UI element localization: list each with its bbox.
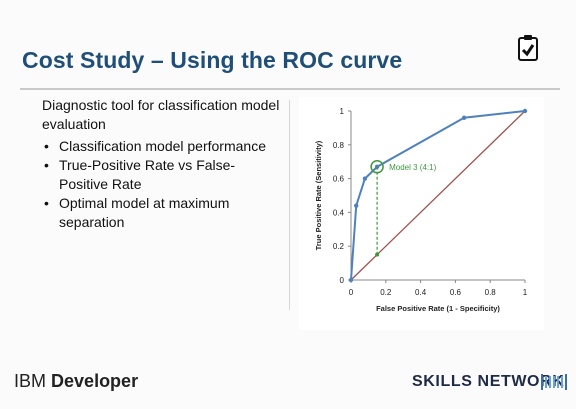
roc-point <box>461 115 467 120</box>
roc-chart-container: 0 0.2 0.4 0.6 0.8 1 0 0.2 0.4 0.6 0.8 1 False Positi… <box>299 97 544 330</box>
y-tick-label: 0 <box>340 276 345 285</box>
developer-label: Developer <box>51 371 139 391</box>
bullet-dot: • <box>44 157 49 173</box>
skills-network-label: SKILLS NETWORK <box>412 373 565 390</box>
x-tick-label: 0.4 <box>415 288 427 297</box>
diagonal-reference-line <box>350 110 526 281</box>
bullet-item: • Optimal model at maximum separation <box>44 195 230 230</box>
x-tick-label: 0 <box>349 288 354 297</box>
bullet-dot: • <box>44 195 49 211</box>
y-axis-label: True Positive Rate (Sensitivity) <box>314 140 323 250</box>
x-tick-label: 1 <box>523 288 528 297</box>
y-tick-label: 0.8 <box>333 141 345 150</box>
ibm-developer-logo: IBM Developer <box>14 371 138 392</box>
roc-point <box>522 108 528 114</box>
x-tick-label: 0.6 <box>450 288 462 297</box>
slide-title: Cost Study – Using the ROC curve <box>22 47 403 73</box>
intro-text: Diagnostic tool for classification model… <box>42 97 280 132</box>
roc-point <box>354 203 359 208</box>
content-divider <box>289 100 290 310</box>
x-axis-label: False Positive Rate (1 - Specificity) <box>376 304 500 313</box>
y-tick-label: 0.2 <box>333 242 345 251</box>
bullet-dot: • <box>44 138 49 154</box>
roc-chart: 0 0.2 0.4 0.6 0.8 1 0 0.2 0.4 0.6 0.8 1 False Positi… <box>314 107 528 313</box>
title-underline <box>20 38 560 90</box>
x-tick-label: 0.2 <box>380 288 392 297</box>
y-tick-label: 0.4 <box>333 208 345 217</box>
bullet-item: • Classification model performance <box>44 138 266 154</box>
clipboard-check-icon <box>518 35 538 61</box>
bullet-list: • Classification model performance • True-… <box>42 137 282 232</box>
separation-end-point <box>375 252 380 257</box>
y-tick-label: 1 <box>340 107 345 116</box>
x-tick-label: 0.8 <box>485 288 497 297</box>
model-3-annotation-label: Model 3 (4:1) <box>389 163 436 172</box>
y-tick-label: 0.6 <box>333 175 345 184</box>
model-3-highlight-circle <box>370 160 384 174</box>
roc-curve-line <box>350 110 526 281</box>
bullet-item: • True-Positive Rate vs False-Positive Ra… <box>44 157 236 192</box>
roc-point <box>362 176 368 181</box>
ibm-prefix: IBM <box>14 371 47 391</box>
skills-network-icon <box>541 374 567 390</box>
roc-point <box>348 277 354 283</box>
